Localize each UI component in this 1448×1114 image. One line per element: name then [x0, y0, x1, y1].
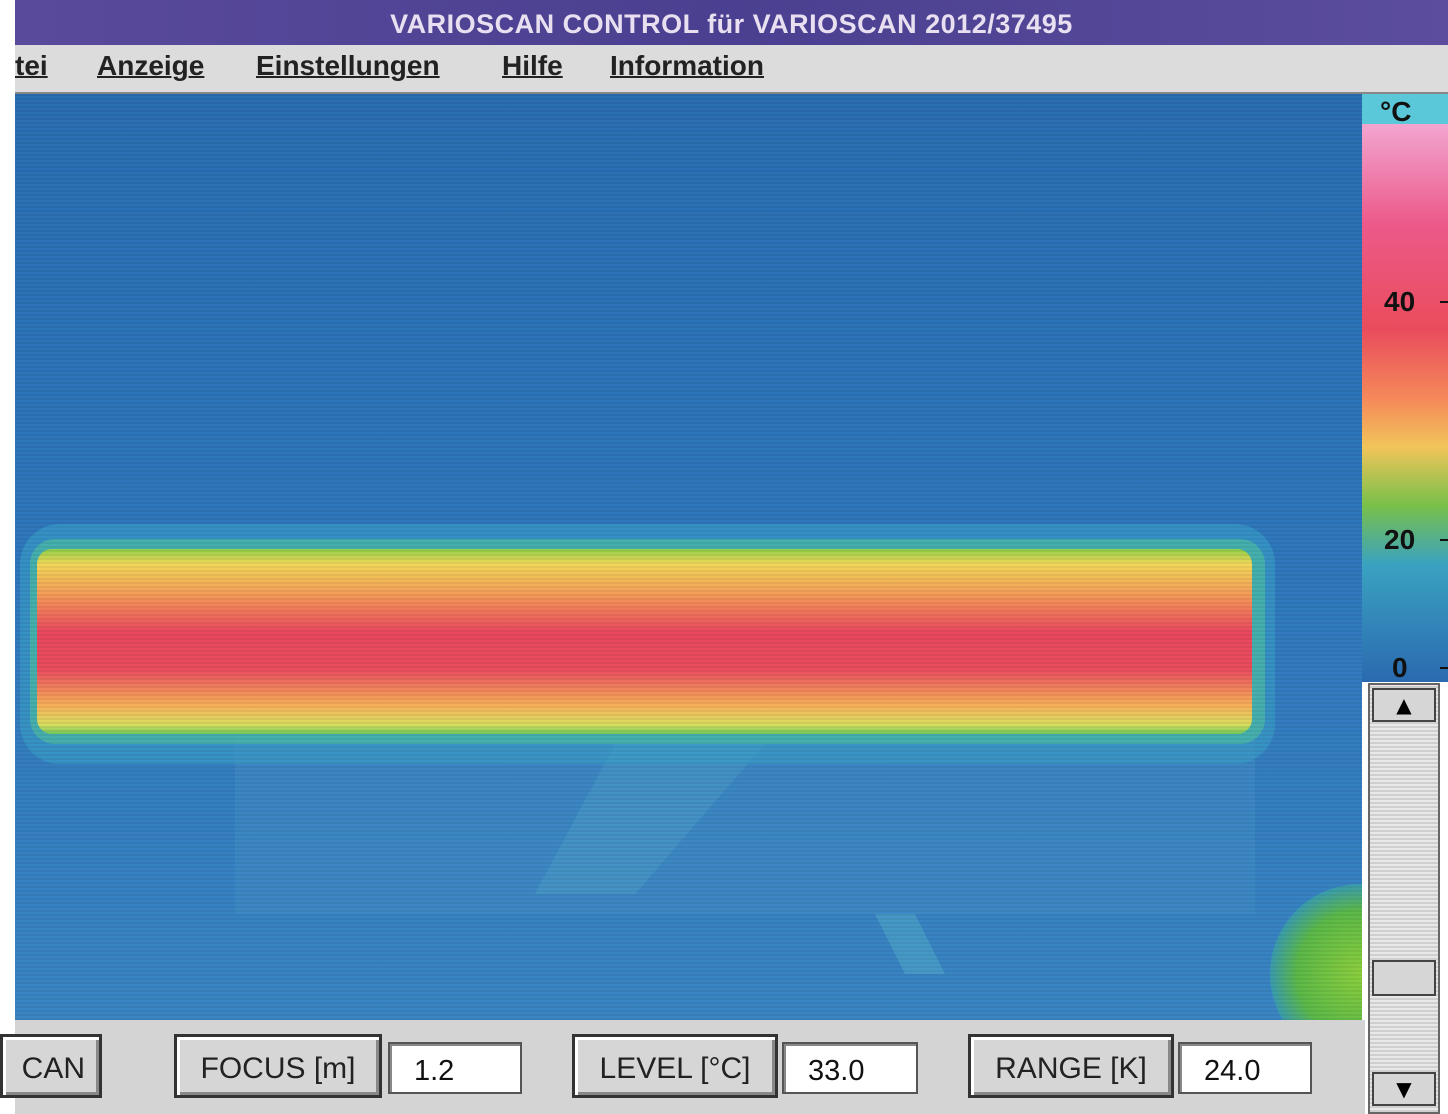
range-button[interactable]: RANGE [K] [968, 1034, 1174, 1098]
color-scale [1362, 94, 1448, 682]
menu-item[interactable]: tei [15, 50, 48, 82]
scrollbar[interactable] [1368, 683, 1440, 1114]
scale-tick-label: 20 [1384, 524, 1415, 556]
focus-button[interactable]: FOCUS [m] [174, 1034, 382, 1098]
focus-field[interactable]: 1.2 [388, 1042, 522, 1094]
level-field[interactable]: 33.0 [782, 1042, 918, 1094]
scroll-thumb[interactable] [1372, 960, 1436, 996]
scale-tick-label: 0 [1392, 652, 1408, 684]
scan-button[interactable]: CAN [0, 1034, 102, 1098]
window-title: VARIOSCAN CONTROL für VARIOSCAN 2012/374… [15, 0, 1448, 45]
screen: {"window": {"title": "VARIOSCAN CONTROL … [0, 0, 1448, 1114]
scroll-down[interactable]: ▼ [1372, 1072, 1436, 1106]
menu-item[interactable]: Information [610, 50, 764, 82]
thermal-image [15, 94, 1362, 1020]
level-button[interactable]: LEVEL [°C] [572, 1034, 778, 1098]
scale-tick-label: 40 [1384, 286, 1415, 318]
range-field[interactable]: 24.0 [1178, 1042, 1312, 1094]
menu-item[interactable]: Anzeige [97, 50, 204, 82]
menu-item[interactable]: Hilfe [502, 50, 563, 82]
scroll-up[interactable]: ▲ [1372, 688, 1436, 722]
menu-item[interactable]: Einstellungen [256, 50, 440, 82]
scale-unit: °C [1380, 96, 1411, 128]
